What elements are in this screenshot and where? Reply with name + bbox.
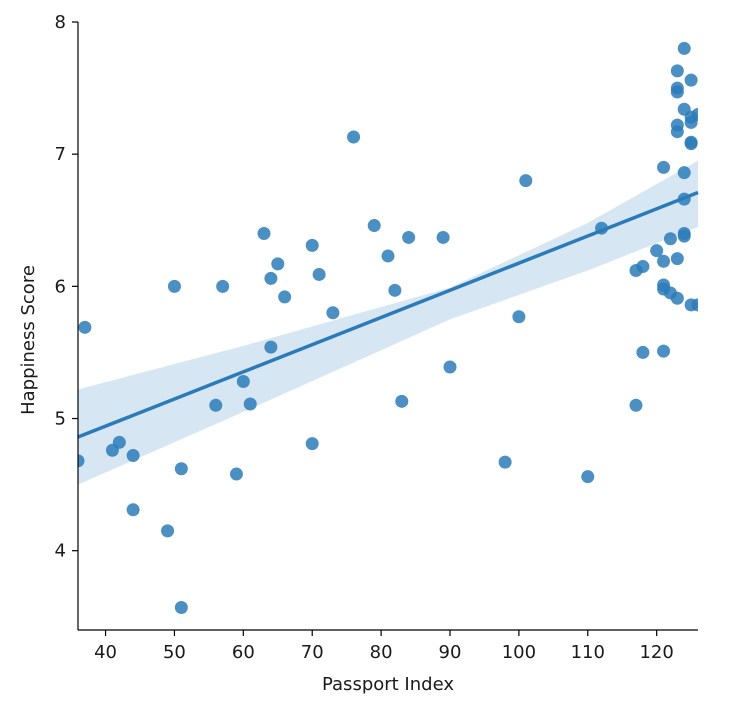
y-tick-label: 7 [55, 144, 66, 165]
data-point [243, 397, 257, 411]
data-point [650, 244, 664, 258]
data-point [677, 229, 691, 243]
x-tick-label: 90 [439, 642, 462, 663]
data-point [209, 398, 223, 412]
data-point [670, 125, 684, 139]
data-point [657, 160, 671, 174]
y-tick-label: 8 [55, 12, 66, 33]
regression-line-layer [77, 190, 699, 439]
data-point [126, 503, 140, 517]
data-point [167, 279, 181, 293]
x-tick-label: 80 [370, 642, 393, 663]
x-ticks: 40 50 60 70 80 90 100 110 120 [94, 630, 674, 663]
data-point [278, 290, 292, 304]
data-point [691, 298, 698, 312]
regression-line [77, 190, 699, 439]
data-point [657, 254, 671, 268]
data-point [264, 340, 278, 354]
data-point [595, 221, 609, 235]
y-tick-label: 5 [55, 409, 66, 430]
data-point [684, 73, 698, 87]
data-point [519, 174, 533, 188]
x-tick-label: 120 [639, 642, 673, 663]
data-point [663, 232, 677, 246]
data-point [436, 230, 450, 244]
data-point [691, 108, 698, 122]
data-point [670, 64, 684, 78]
data-point [512, 310, 526, 324]
data-point [381, 249, 395, 263]
axes-layer [77, 22, 698, 631]
data-point [78, 320, 92, 334]
data-point [670, 252, 684, 266]
data-point [257, 226, 271, 240]
data-point [443, 360, 457, 374]
data-point [629, 398, 643, 412]
data-point [305, 437, 319, 451]
data-point [395, 394, 409, 408]
y-axis-title: Happiness Score [18, 265, 39, 415]
data-point [326, 306, 340, 320]
data-point [677, 41, 691, 55]
data-point [636, 260, 650, 274]
data-point [636, 345, 650, 359]
data-point [174, 462, 188, 476]
x-tick-label: 100 [502, 642, 536, 663]
data-point [161, 524, 175, 538]
data-point [402, 230, 416, 244]
data-point [112, 435, 126, 449]
data-point [271, 257, 285, 271]
data-point [670, 291, 684, 305]
data-point [581, 470, 595, 484]
data-point [498, 455, 512, 469]
data-point [312, 267, 326, 281]
y-ticks: 4 5 6 7 8 [55, 12, 78, 562]
y-tick-label: 6 [55, 276, 66, 297]
x-tick-label: 50 [163, 642, 186, 663]
data-point [367, 219, 381, 233]
data-point [684, 137, 698, 151]
data-point [126, 449, 140, 463]
data-point [677, 192, 691, 206]
x-axis-title: Passport Index [322, 674, 454, 695]
x-tick-label: 60 [232, 642, 255, 663]
data-point [229, 467, 243, 481]
data-point [305, 238, 319, 252]
data-point [677, 166, 691, 180]
y-tick-label: 4 [55, 541, 66, 562]
confidence-band [78, 160, 698, 485]
data-point [264, 271, 278, 285]
data-point [78, 454, 85, 468]
confidence-band-layer [78, 160, 698, 485]
data-point [216, 279, 230, 293]
x-tick-label: 70 [301, 642, 324, 663]
data-point [657, 344, 671, 358]
x-tick-label: 40 [94, 642, 117, 663]
x-tick-label: 110 [571, 642, 605, 663]
data-points-layer [78, 41, 698, 615]
data-point [236, 375, 250, 389]
data-point [388, 283, 402, 297]
data-point [670, 85, 684, 99]
data-point [174, 601, 188, 615]
data-point [347, 130, 361, 144]
